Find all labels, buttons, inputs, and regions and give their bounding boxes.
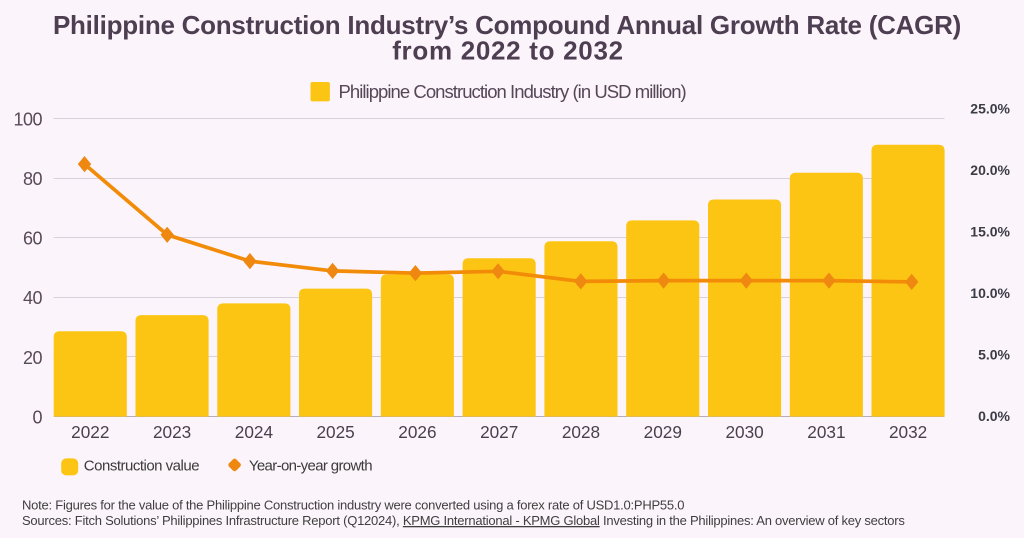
svg-text:2025: 2025 — [316, 422, 354, 442]
svg-text:100: 100 — [13, 109, 42, 129]
svg-text:20: 20 — [23, 348, 43, 368]
svg-text:25.0%: 25.0% — [970, 101, 1010, 117]
svg-text:2031: 2031 — [807, 422, 845, 442]
svg-text:2029: 2029 — [644, 422, 682, 442]
svg-text:40: 40 — [23, 288, 43, 308]
svg-text:60: 60 — [23, 229, 43, 249]
svg-text:Philippine Construction Indust: Philippine Construction Industry (in USD… — [339, 81, 687, 102]
svg-text:2028: 2028 — [562, 422, 600, 442]
svg-text:80: 80 — [23, 169, 43, 189]
svg-text:15.0%: 15.0% — [970, 224, 1010, 240]
svg-text:from 2022 to 2032: from 2022 to 2032 — [392, 35, 624, 65]
svg-text:2030: 2030 — [725, 422, 763, 442]
svg-text:Year-on-year growth: Year-on-year growth — [249, 457, 372, 474]
svg-text:10.0%: 10.0% — [970, 285, 1010, 301]
svg-text:Construction value: Construction value — [84, 457, 199, 474]
svg-text:Note: Figures for the value of: Note: Figures for the value of the Phili… — [22, 498, 684, 513]
svg-text:2032: 2032 — [889, 422, 927, 442]
svg-text:0: 0 — [32, 408, 42, 428]
svg-text:5.0%: 5.0% — [978, 347, 1010, 363]
svg-text:0.0%: 0.0% — [978, 408, 1010, 424]
svg-text:Philippine Construction Indust: Philippine Construction Industry’s Compo… — [53, 10, 961, 40]
svg-text:2026: 2026 — [398, 422, 436, 442]
svg-text:2024: 2024 — [235, 422, 274, 442]
svg-text:Sources: Fitch Solutions’ Phil: Sources: Fitch Solutions’ Philippines In… — [22, 513, 905, 528]
svg-text:2023: 2023 — [153, 422, 191, 442]
svg-text:2027: 2027 — [480, 422, 518, 442]
svg-text:2022: 2022 — [71, 422, 109, 442]
svg-text:20.0%: 20.0% — [970, 162, 1010, 178]
